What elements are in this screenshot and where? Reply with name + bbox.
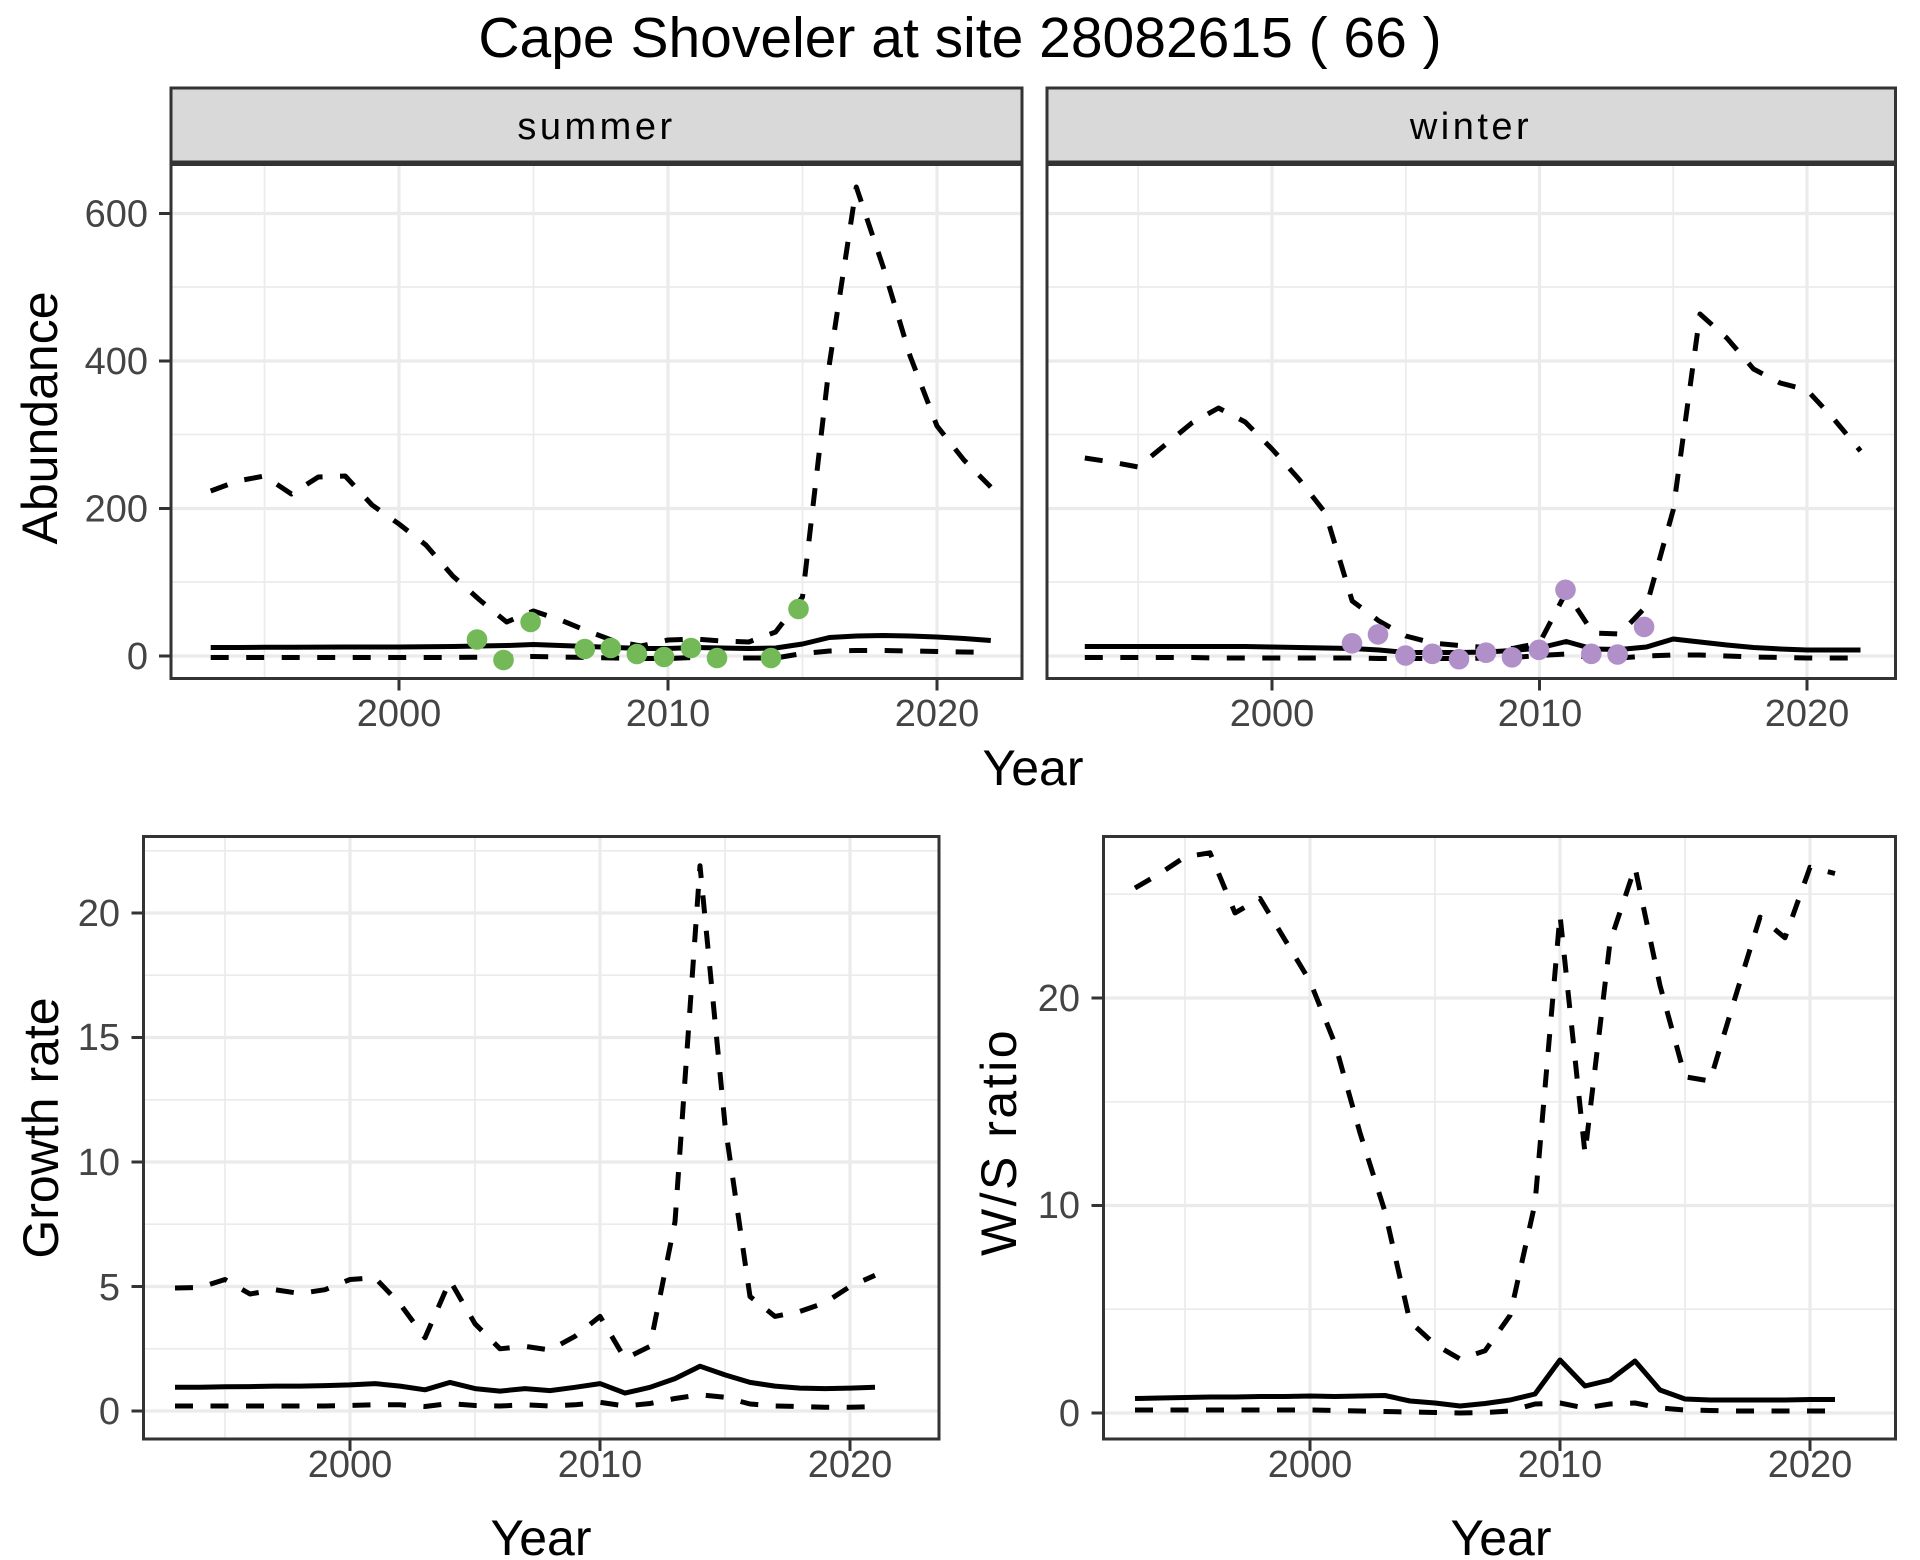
svg-text:Year: Year xyxy=(982,740,1083,796)
svg-text:2000: 2000 xyxy=(357,693,442,735)
svg-text:summer: summer xyxy=(517,106,675,148)
svg-text:Growth rate: Growth rate xyxy=(13,997,69,1258)
svg-text:W/S ratio: W/S ratio xyxy=(971,1028,1027,1256)
svg-text:2010: 2010 xyxy=(1498,693,1583,735)
svg-text:Cape Shoveler at site 28082615: Cape Shoveler at site 28082615 ( 66 ) xyxy=(478,6,1441,70)
svg-text:20: 20 xyxy=(78,893,120,935)
svg-text:0: 0 xyxy=(99,1391,120,1433)
svg-text:2010: 2010 xyxy=(558,1444,643,1486)
svg-text:2010: 2010 xyxy=(626,693,711,735)
svg-text:10: 10 xyxy=(78,1142,120,1184)
svg-text:2010: 2010 xyxy=(1518,1444,1603,1486)
svg-text:2020: 2020 xyxy=(808,1444,893,1486)
svg-text:0: 0 xyxy=(127,636,148,678)
svg-text:Year: Year xyxy=(1450,1510,1551,1560)
svg-text:2020: 2020 xyxy=(895,693,980,735)
svg-text:2020: 2020 xyxy=(1768,1444,1853,1486)
svg-text:10: 10 xyxy=(1038,1185,1080,1227)
svg-text:15: 15 xyxy=(78,1017,120,1059)
svg-text:400: 400 xyxy=(85,341,148,383)
svg-text:Year: Year xyxy=(490,1510,591,1560)
svg-text:0: 0 xyxy=(1059,1393,1080,1435)
svg-text:5: 5 xyxy=(99,1267,120,1309)
svg-text:200: 200 xyxy=(85,489,148,531)
svg-text:20: 20 xyxy=(1038,978,1080,1020)
svg-text:2000: 2000 xyxy=(1268,1444,1353,1486)
svg-text:2000: 2000 xyxy=(1230,693,1315,735)
svg-text:winter: winter xyxy=(1409,106,1532,148)
svg-text:Abundance: Abundance xyxy=(12,291,68,544)
svg-text:2000: 2000 xyxy=(308,1444,393,1486)
svg-text:2020: 2020 xyxy=(1765,693,1850,735)
svg-text:600: 600 xyxy=(85,194,148,236)
